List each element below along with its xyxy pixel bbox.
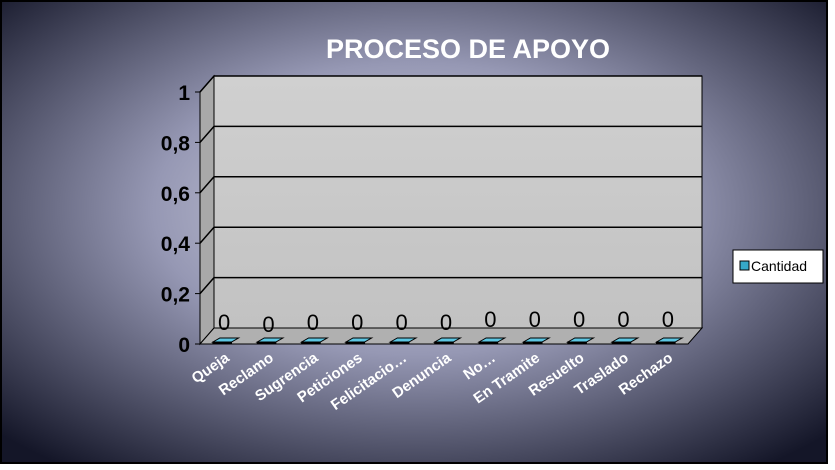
legend-swatch [739, 260, 750, 271]
bar-top [432, 337, 463, 343]
y-tick-label: 0,2 [161, 284, 190, 307]
bars [210, 337, 685, 344]
bar-top [388, 337, 418, 343]
bar-top [299, 337, 330, 343]
value-labels: 0 0 0 0 0 0 0 0 0 0 0 [218, 307, 674, 337]
value-label: 0 [262, 312, 274, 337]
gridline [199, 276, 702, 295]
bar-top [477, 337, 507, 343]
bar-top [610, 337, 640, 343]
value-label: 0 [573, 307, 585, 332]
value-label: 0 [396, 310, 408, 335]
y-tick-label: 0 [178, 334, 190, 357]
bar-top [255, 337, 285, 343]
y-tick-label: 0,6 [161, 183, 190, 206]
legend-label: Cantidad [751, 258, 807, 274]
back-wall [213, 75, 703, 329]
value-label: 0 [617, 307, 629, 332]
bar-top [344, 337, 374, 343]
gridline [199, 125, 702, 143]
value-label: 0 [484, 307, 496, 332]
y-tick-label: 0,8 [161, 132, 191, 155]
bar-top [654, 337, 685, 343]
bar-top [521, 337, 551, 343]
bar-top [565, 337, 596, 343]
y-tick-label: 0,4 [161, 233, 191, 256]
value-label: 0 [440, 310, 452, 335]
gridline [199, 75, 702, 93]
value-label: 0 [307, 310, 319, 335]
gridline [199, 176, 702, 194]
legend: Cantidad [732, 249, 824, 284]
value-label: 0 [351, 310, 363, 335]
chart-title: PROCESO DE APOYO [326, 34, 610, 64]
plot-area [198, 74, 704, 346]
value-label: 0 [529, 307, 541, 332]
gridline [199, 226, 702, 244]
bar-top [210, 337, 241, 343]
gridlines [199, 75, 702, 295]
y-tick-label: 1 [178, 82, 190, 105]
value-label: 0 [662, 307, 674, 332]
value-label: 0 [218, 310, 230, 335]
side-wall [199, 74, 215, 346]
y-axis-ticks: 0 0,2 0,4 0,6 0,8 1 [161, 82, 201, 357]
